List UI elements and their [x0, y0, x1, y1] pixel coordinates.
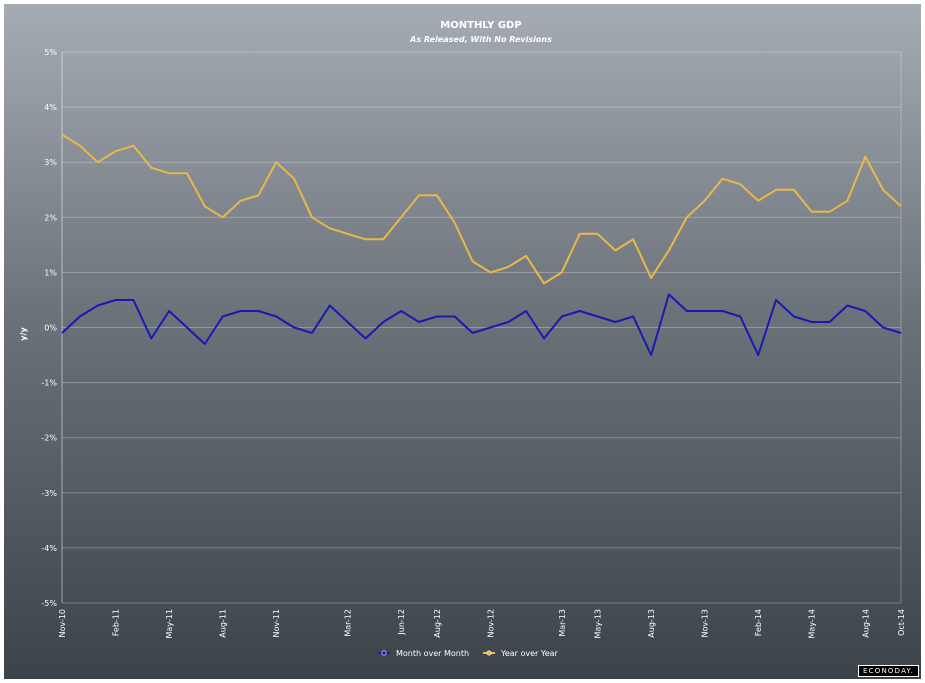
x-tick-label: Feb-11 — [112, 609, 121, 636]
y-tick-label: -3% — [41, 489, 57, 498]
gridlines — [61, 51, 902, 604]
x-tick-label: Mar-13 — [558, 609, 567, 637]
y-tick-label: 5% — [44, 48, 57, 57]
x-tick-label: May-14 — [808, 609, 817, 638]
y-tick-label: 0% — [44, 324, 57, 333]
y-tick-label: -2% — [41, 434, 57, 443]
legend-marker — [381, 650, 387, 656]
x-tick-label: May-13 — [594, 609, 603, 638]
line-chart: MONTHLY GDP As Released, With No Revisio… — [19, 20, 906, 658]
x-tick-label: Feb-14 — [754, 609, 763, 636]
series-line-month-over-month — [61, 293, 902, 357]
x-axis-ticks: Nov-10 Feb-11 May-11 Aug-11 Nov-11 Mar-12 Jun-… — [58, 609, 906, 638]
y-axis-ticks: 5% 4% 3% 2% 1% 0% -1% -2% -3% -4% -5% — [41, 48, 57, 608]
y-tick-label: 1% — [44, 268, 57, 277]
x-tick-label: Aug-11 — [219, 609, 228, 638]
y-tick-label: -5% — [41, 599, 57, 608]
econoday-logo: ECONODAY. — [858, 665, 919, 677]
x-tick-label: Nov-12 — [486, 609, 495, 637]
chart-container: MONTHLY GDP As Released, With No Revisio… — [4, 4, 921, 679]
y-tick-label: -1% — [41, 379, 57, 388]
x-tick-label: Nov-11 — [272, 609, 281, 637]
x-tick-label: May-11 — [165, 609, 174, 638]
x-tick-label: Aug-12 — [433, 609, 442, 638]
x-tick-label: Aug-13 — [647, 609, 656, 638]
x-tick-label: Nov-13 — [701, 609, 710, 637]
y-tick-label: 4% — [44, 103, 57, 112]
x-tick-label: Nov-10 — [58, 609, 67, 637]
x-tick-label: Aug-14 — [861, 609, 870, 638]
y-axis-label: y/y — [19, 327, 28, 341]
series-line-year-over-year — [61, 133, 902, 285]
x-tick-label: Mar-12 — [344, 609, 353, 637]
chart-subtitle: As Released, With No Revisions — [409, 35, 552, 44]
y-tick-label: -4% — [41, 544, 57, 553]
chart-title: MONTHLY GDP — [440, 20, 521, 31]
legend-label: Year over Year — [500, 649, 559, 658]
y-tick-label: 2% — [44, 213, 57, 222]
x-tick-label: Jun-12 — [397, 609, 406, 636]
legend-label: Month over Month — [396, 649, 469, 658]
series-lines — [61, 133, 902, 357]
x-tick-label: Oct-14 — [897, 609, 906, 636]
y-tick-label: 3% — [44, 158, 57, 167]
legend-marker — [486, 650, 492, 656]
legend: Month over Month Year over Year — [378, 649, 559, 658]
